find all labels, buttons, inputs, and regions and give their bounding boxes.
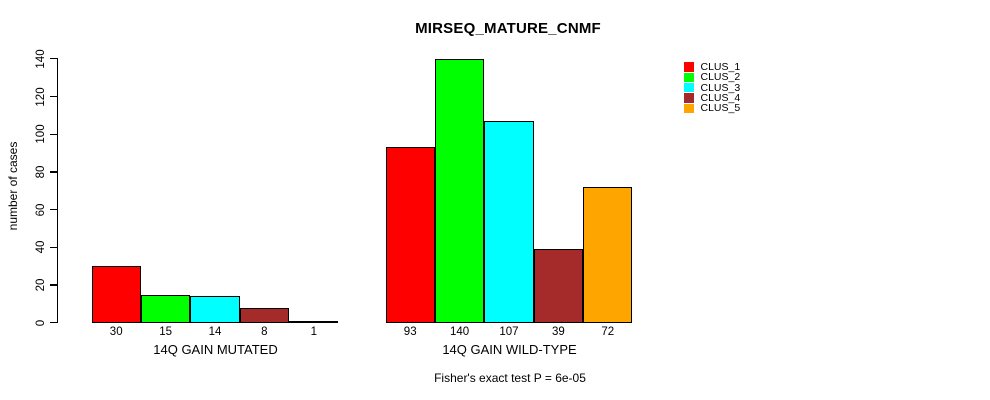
bar-value-label-clus_3-wildtype: 107 <box>499 326 519 338</box>
bar-clus_3-mutated <box>190 296 240 323</box>
y-tick-mark <box>49 284 58 286</box>
legend-label-clus_1: CLUS_1 <box>700 61 741 74</box>
bar-clus_4-mutated <box>239 307 290 323</box>
bar-value-label-clus_3-mutated: 14 <box>208 326 222 338</box>
bar-clus_4-wildtype <box>533 249 584 323</box>
legend-swatch-clus_1 <box>684 62 694 72</box>
legend-item-clus_1: CLUS_1 <box>684 62 740 72</box>
y-tick-label: 140 <box>35 49 47 69</box>
legend-swatch-clus_4 <box>684 93 694 103</box>
bar-value-label-clus_5-wildtype: 72 <box>601 326 615 338</box>
bar-value-label-clus_1-mutated: 30 <box>109 326 123 338</box>
y-tick-label: 120 <box>35 86 47 107</box>
bar-clus_5-wildtype <box>583 187 633 323</box>
y-axis-title: number of cases <box>6 141 20 231</box>
legend-label-clus_5: CLUS_5 <box>700 102 741 115</box>
y-tick-mark <box>49 95 58 98</box>
group-label-wildtype: 14Q GAIN WILD-TYPE <box>442 342 577 357</box>
bar-clus_2-wildtype <box>434 58 485 323</box>
fisher-test-annotation: Fisher's exact test P = 6e-05 <box>434 371 586 385</box>
legend-label-clus_3: CLUS_3 <box>700 81 741 94</box>
bar-value-label-clus_2-mutated: 15 <box>159 326 172 338</box>
legend-swatch-clus_2 <box>684 72 694 83</box>
y-tick-label: 20 <box>35 278 47 292</box>
bar-clus_2-mutated <box>140 294 191 323</box>
y-tick-mark <box>49 208 58 211</box>
legend-swatch-clus_5 <box>684 103 694 114</box>
y-tick-label: 0 <box>35 319 47 326</box>
y-tick-label: 80 <box>35 165 47 179</box>
bar-value-label-clus_5-mutated: 1 <box>310 326 317 338</box>
y-tick-label: 40 <box>35 240 47 254</box>
bar-clus_3-wildtype <box>484 121 534 323</box>
bar-clus_5-mutated <box>289 320 339 323</box>
bar-value-label-clus_2-wildtype: 140 <box>449 326 470 338</box>
y-tick-mark <box>49 58 58 60</box>
legend-label-clus_2: CLUS_2 <box>700 71 741 84</box>
bar-clus_1-mutated <box>91 266 141 323</box>
legend-label-clus_4: CLUS_4 <box>700 92 741 105</box>
legend: CLUS_1 CLUS_2 CLUS_3 CLUS_4 CLUS_5 <box>684 62 741 115</box>
chart-title: MIRSEQ_MATURE_CNMF <box>415 20 601 37</box>
bar-value-label-clus_1-wildtype: 93 <box>403 326 417 338</box>
legend-item-clus_5: CLUS_5 <box>684 102 741 115</box>
bar-clus_1-wildtype <box>385 147 435 323</box>
bar-value-label-clus_4-mutated: 8 <box>261 326 268 338</box>
y-axis-line <box>56 58 58 324</box>
y-tick-mark <box>49 171 58 173</box>
bar-value-label-clus_4-wildtype: 39 <box>551 326 565 338</box>
legend-item-clus_2: CLUS_2 <box>684 71 741 84</box>
y-tick-mark <box>49 246 58 249</box>
y-tick-mark <box>49 133 58 135</box>
legend-item-clus_3: CLUS_3 <box>684 81 741 94</box>
legend-swatch-clus_3 <box>684 82 694 93</box>
y-tick-mark <box>49 322 58 324</box>
y-tick-label: 60 <box>35 203 47 217</box>
group-label-mutated: 14Q GAIN MUTATED <box>153 342 278 357</box>
y-tick-label: 100 <box>35 124 47 144</box>
legend-item-clus_4: CLUS_4 <box>684 93 740 103</box>
